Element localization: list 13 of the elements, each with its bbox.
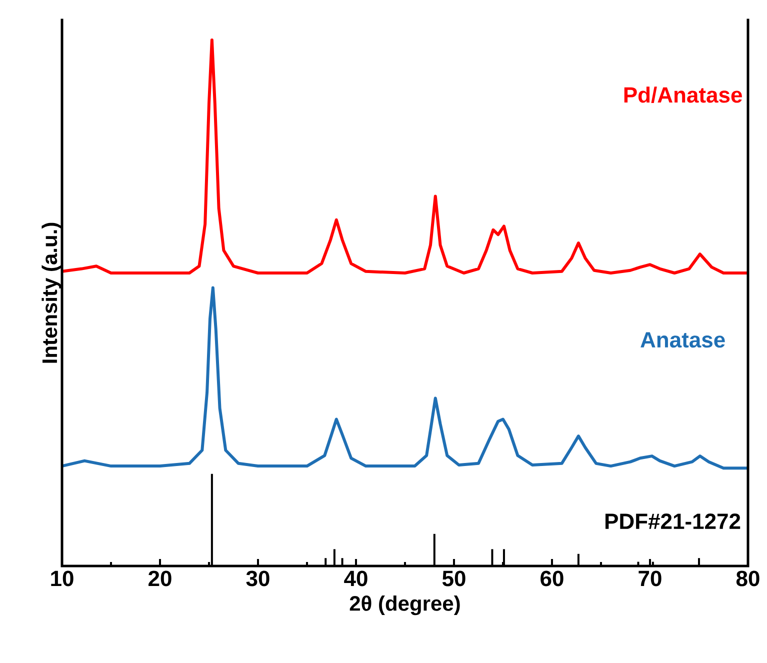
text: Anatase bbox=[640, 332, 725, 348]
x-tick-label: 80 bbox=[736, 570, 760, 586]
y-axis-title: Intensity (a.u.) bbox=[42, 222, 62, 363]
text: Pd/Anatase bbox=[624, 86, 742, 103]
x-tick-label: 10 bbox=[51, 570, 74, 586]
x-tick-label: 50 bbox=[442, 570, 466, 586]
x-tick-label: 20 bbox=[148, 570, 172, 586]
x-tick-label: 60 bbox=[540, 570, 564, 586]
x-tick-label: 70 bbox=[638, 570, 662, 586]
x-axis-title: 2θ (degree) bbox=[350, 595, 460, 616]
x-tick-label: 30 bbox=[246, 570, 270, 586]
series-label: PDF#21-1272 bbox=[606, 514, 740, 529]
x-tick-label: 40 bbox=[344, 570, 368, 586]
